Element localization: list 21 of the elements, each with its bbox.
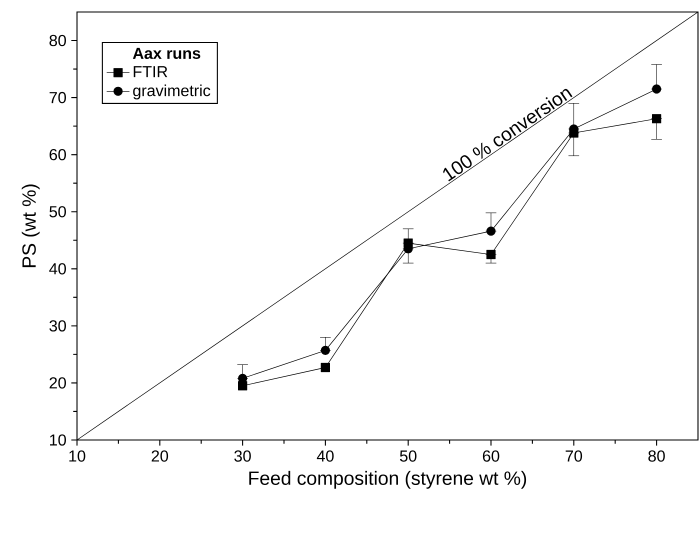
y-tick-label: 70 [50,92,66,104]
legend-label: gravimetric [133,84,210,100]
x-tick-label: 70 [566,450,582,462]
x-axis-title: Feed composition (styrene wt %) [249,470,526,489]
x-tick-label: 80 [648,450,665,462]
x-tick-label: 40 [316,450,334,462]
y-tick-label: 80 [50,34,66,46]
y-tick-label: 10 [50,434,66,446]
y-tick-label: 40 [49,263,66,274]
y-tick-label: 50 [49,206,66,218]
x-tick-label: 50 [400,450,416,462]
legend-title: Aax runs [132,48,200,59]
y-tick-label: 60 [50,149,66,160]
legend-label: FTIR [134,66,168,78]
x-tick-label: 60 [482,450,500,462]
y-axis-title: PS (wt %) [22,184,40,268]
x-tick-label: 20 [152,450,168,462]
y-tick-label: 20 [50,377,66,389]
y-tick-label: 30 [49,320,66,332]
x-tick-label: 10 [69,450,86,462]
x-tick-label: 30 [234,450,251,462]
